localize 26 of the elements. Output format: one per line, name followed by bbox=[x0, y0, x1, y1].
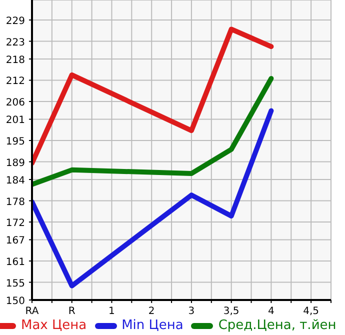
x-tick-label: 2 bbox=[148, 306, 155, 317]
x-tick-label: 3,5 bbox=[223, 306, 240, 317]
x-tick-label: 1 bbox=[108, 306, 115, 317]
legend-label: Сред.Цена, т.йен bbox=[218, 318, 336, 333]
y-tick-label: 172 bbox=[6, 218, 25, 230]
y-tick-label: 155 bbox=[6, 278, 25, 290]
y-tick-label: 195 bbox=[6, 136, 25, 148]
y-tick-label: 218 bbox=[6, 54, 25, 66]
y-tick-label: 167 bbox=[6, 236, 25, 247]
x-tick-label: 4 bbox=[268, 306, 274, 317]
y-tick-label: 201 bbox=[6, 115, 25, 126]
y-tick-label: 178 bbox=[6, 196, 25, 208]
y-tick-label: 229 bbox=[6, 16, 25, 27]
y-tick-label: 161 bbox=[6, 257, 25, 268]
x-tick-label: 3 bbox=[188, 306, 195, 317]
y-tick-label: 223 bbox=[6, 37, 25, 48]
y-tick-label: 212 bbox=[6, 76, 25, 88]
legend-label: Min Цена bbox=[122, 318, 184, 333]
x-tick-label: RA bbox=[25, 306, 39, 317]
x-tick-label: 4,5 bbox=[303, 306, 320, 317]
y-tick-label: 206 bbox=[6, 98, 25, 109]
x-tick-label: R bbox=[68, 306, 76, 317]
legend-label: Max Цена bbox=[21, 318, 87, 333]
y-tick-label: 189 bbox=[6, 158, 25, 169]
y-tick-label: 150 bbox=[6, 296, 25, 307]
y-tick-label: 184 bbox=[6, 175, 25, 186]
